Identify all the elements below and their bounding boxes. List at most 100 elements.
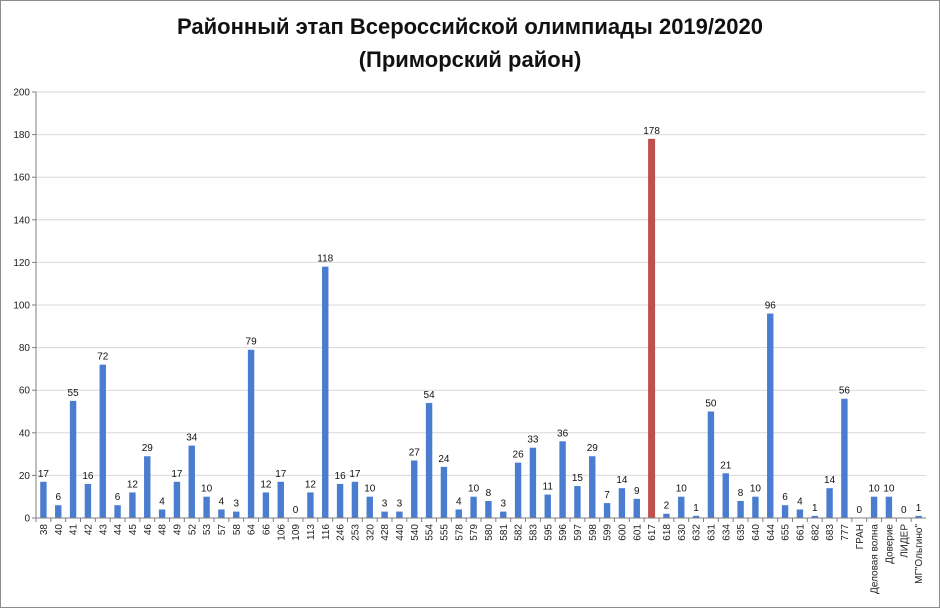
data-label: 4: [456, 496, 462, 507]
data-label: 29: [142, 443, 154, 454]
bar: [796, 509, 804, 518]
data-label: 14: [824, 475, 836, 486]
data-label: 16: [335, 471, 347, 482]
bars: [40, 138, 922, 519]
x-tick-label: Деловая волна: [870, 524, 881, 594]
gridlines: [36, 91, 926, 476]
bar: [648, 138, 656, 519]
x-tick-label: Доверие: [884, 524, 895, 564]
bar: [915, 515, 922, 518]
x-tick-label: 578: [454, 524, 465, 541]
data-label: 10: [364, 484, 376, 495]
x-tick-label: 632: [692, 524, 703, 541]
x-tick-label: 440: [395, 524, 406, 541]
x-axis-ticks: 38 40 41 42 43 44 45 46 48 49 52 53 57 58 64 66 106 109 11…: [35, 518, 925, 594]
bar: [663, 513, 670, 518]
bar: [737, 500, 744, 518]
bar: [188, 445, 195, 518]
x-tick-label: 49: [172, 524, 183, 536]
data-label: 16: [82, 471, 94, 482]
x-tick-label: 52: [187, 524, 198, 536]
data-label: 79: [246, 337, 258, 348]
bar: [366, 496, 373, 518]
x-tick-label: 64: [247, 524, 258, 536]
axes: [35, 92, 926, 519]
bar: [692, 515, 700, 518]
data-label: 56: [839, 386, 851, 397]
x-tick-label: 580: [484, 524, 495, 541]
data-label: 3: [500, 499, 506, 510]
data-label: 17: [349, 469, 361, 480]
x-tick-label: 320: [365, 524, 376, 541]
bar: [618, 488, 626, 518]
chart-title-block: Районный этап Всероссийской олимпиады 20…: [0, 10, 940, 76]
bar: [173, 481, 181, 518]
x-tick-label: 655: [781, 524, 792, 541]
data-label: 12: [305, 479, 317, 490]
bar: [322, 266, 329, 518]
x-tick-label: 598: [588, 524, 599, 541]
x-tick-label: 618: [662, 524, 673, 541]
bar: [574, 486, 581, 518]
x-tick-label: 53: [202, 524, 213, 536]
x-tick-label: 582: [514, 524, 525, 541]
x-tick-label: 631: [706, 524, 717, 541]
bar: [425, 402, 433, 518]
data-label: 0: [901, 505, 907, 516]
x-tick-label: ЛИДЕР: [899, 524, 910, 558]
y-tick-label: 160: [13, 173, 30, 184]
data-label: 0: [856, 505, 862, 516]
x-tick-label: 555: [439, 524, 450, 541]
bar: [811, 515, 818, 518]
data-label: 27: [409, 447, 421, 458]
x-tick-label: 683: [825, 524, 836, 541]
x-tick-label: 109: [291, 524, 302, 541]
x-tick-label: 540: [410, 524, 421, 541]
data-label: 10: [750, 484, 762, 495]
x-tick-label: 246: [336, 524, 347, 541]
bar: [411, 460, 418, 518]
x-tick-label: 66: [261, 524, 272, 536]
bar: [129, 492, 136, 518]
x-tick-label: 57: [217, 524, 228, 536]
x-tick-label: 581: [499, 524, 510, 541]
bar: [500, 511, 507, 518]
x-tick-label: 644: [766, 524, 777, 541]
bar: [218, 509, 225, 518]
bar: [99, 364, 106, 518]
bar: [69, 400, 77, 518]
x-tick-label: 579: [469, 524, 480, 541]
x-tick-label: 634: [721, 524, 732, 541]
bar: [381, 511, 388, 518]
bar: [158, 509, 166, 518]
data-label: 4: [219, 496, 225, 507]
bar: [455, 509, 462, 518]
data-label: 14: [616, 475, 628, 486]
bar: [440, 466, 448, 518]
data-label: 10: [676, 484, 688, 495]
bar: [678, 496, 685, 518]
x-tick-label: 42: [83, 524, 94, 536]
x-tick-label: 45: [128, 524, 139, 536]
bar: [84, 483, 92, 518]
y-axis-ticks: 0 20 40 60 80 100 120 140 160 180 200: [13, 88, 36, 525]
x-tick-label: 617: [647, 524, 658, 541]
data-label: 17: [38, 469, 50, 480]
data-label: 4: [797, 496, 803, 507]
bar: [767, 313, 774, 518]
bar: [885, 496, 893, 518]
chart-title: Районный этап Всероссийской олимпиады 20…: [177, 14, 763, 39]
data-label: 3: [397, 499, 403, 510]
y-tick-label: 0: [24, 514, 30, 525]
data-label: 55: [68, 388, 80, 399]
y-tick-label: 200: [13, 88, 30, 99]
data-label: 50: [705, 399, 717, 410]
y-tick-label: 20: [19, 471, 31, 482]
data-label: 34: [186, 433, 198, 444]
x-tick-label: 44: [113, 524, 124, 536]
data-label: 15: [572, 473, 584, 484]
bar: [203, 496, 210, 518]
bar: [336, 483, 344, 518]
